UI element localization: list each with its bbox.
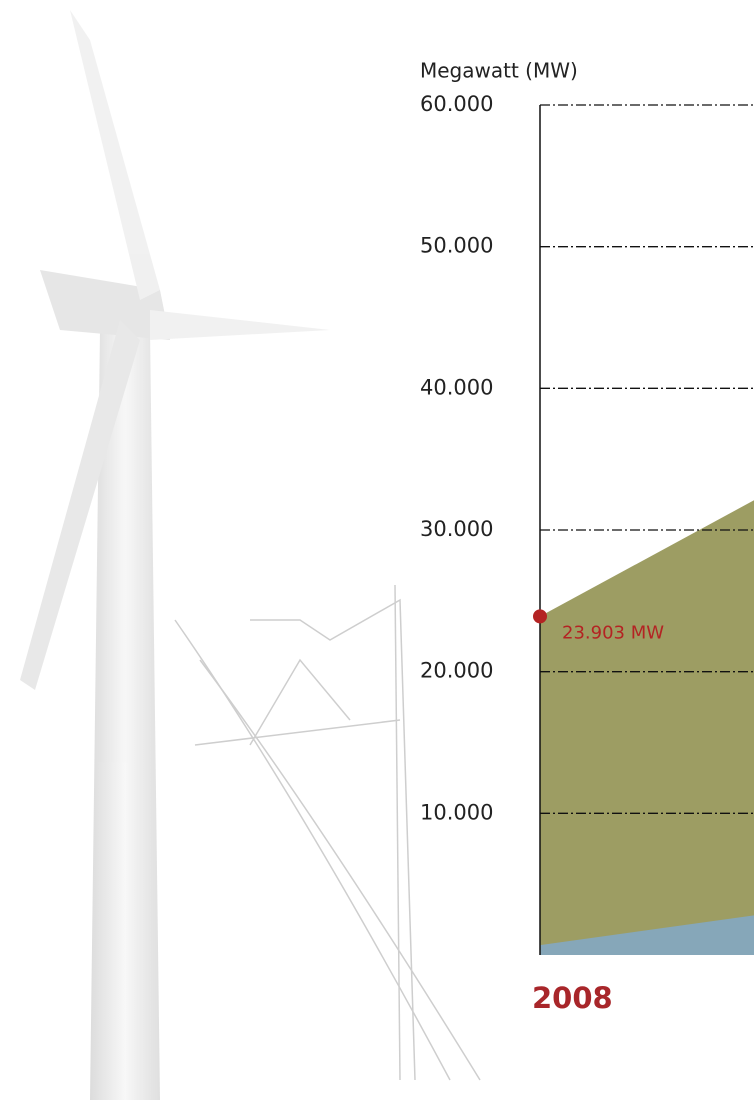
- y-tick-label: 10.000: [420, 800, 493, 824]
- area: [540, 500, 754, 955]
- data-point: [533, 609, 547, 624]
- data-label: 23.903 MW: [562, 622, 664, 643]
- y-tick-label: 30.000: [420, 517, 493, 541]
- area: [540, 915, 754, 955]
- y-axis-label: Megawatt (MW): [420, 59, 578, 83]
- y-tick-label: 60.000: [420, 92, 493, 116]
- background-illustration: [20, 10, 481, 1100]
- y-tick-label: 40.000: [420, 375, 493, 399]
- y-tick-label: 50.000: [420, 234, 493, 258]
- y-tick-label: 20.000: [420, 659, 493, 683]
- x-tick-label: 2008: [532, 981, 613, 1015]
